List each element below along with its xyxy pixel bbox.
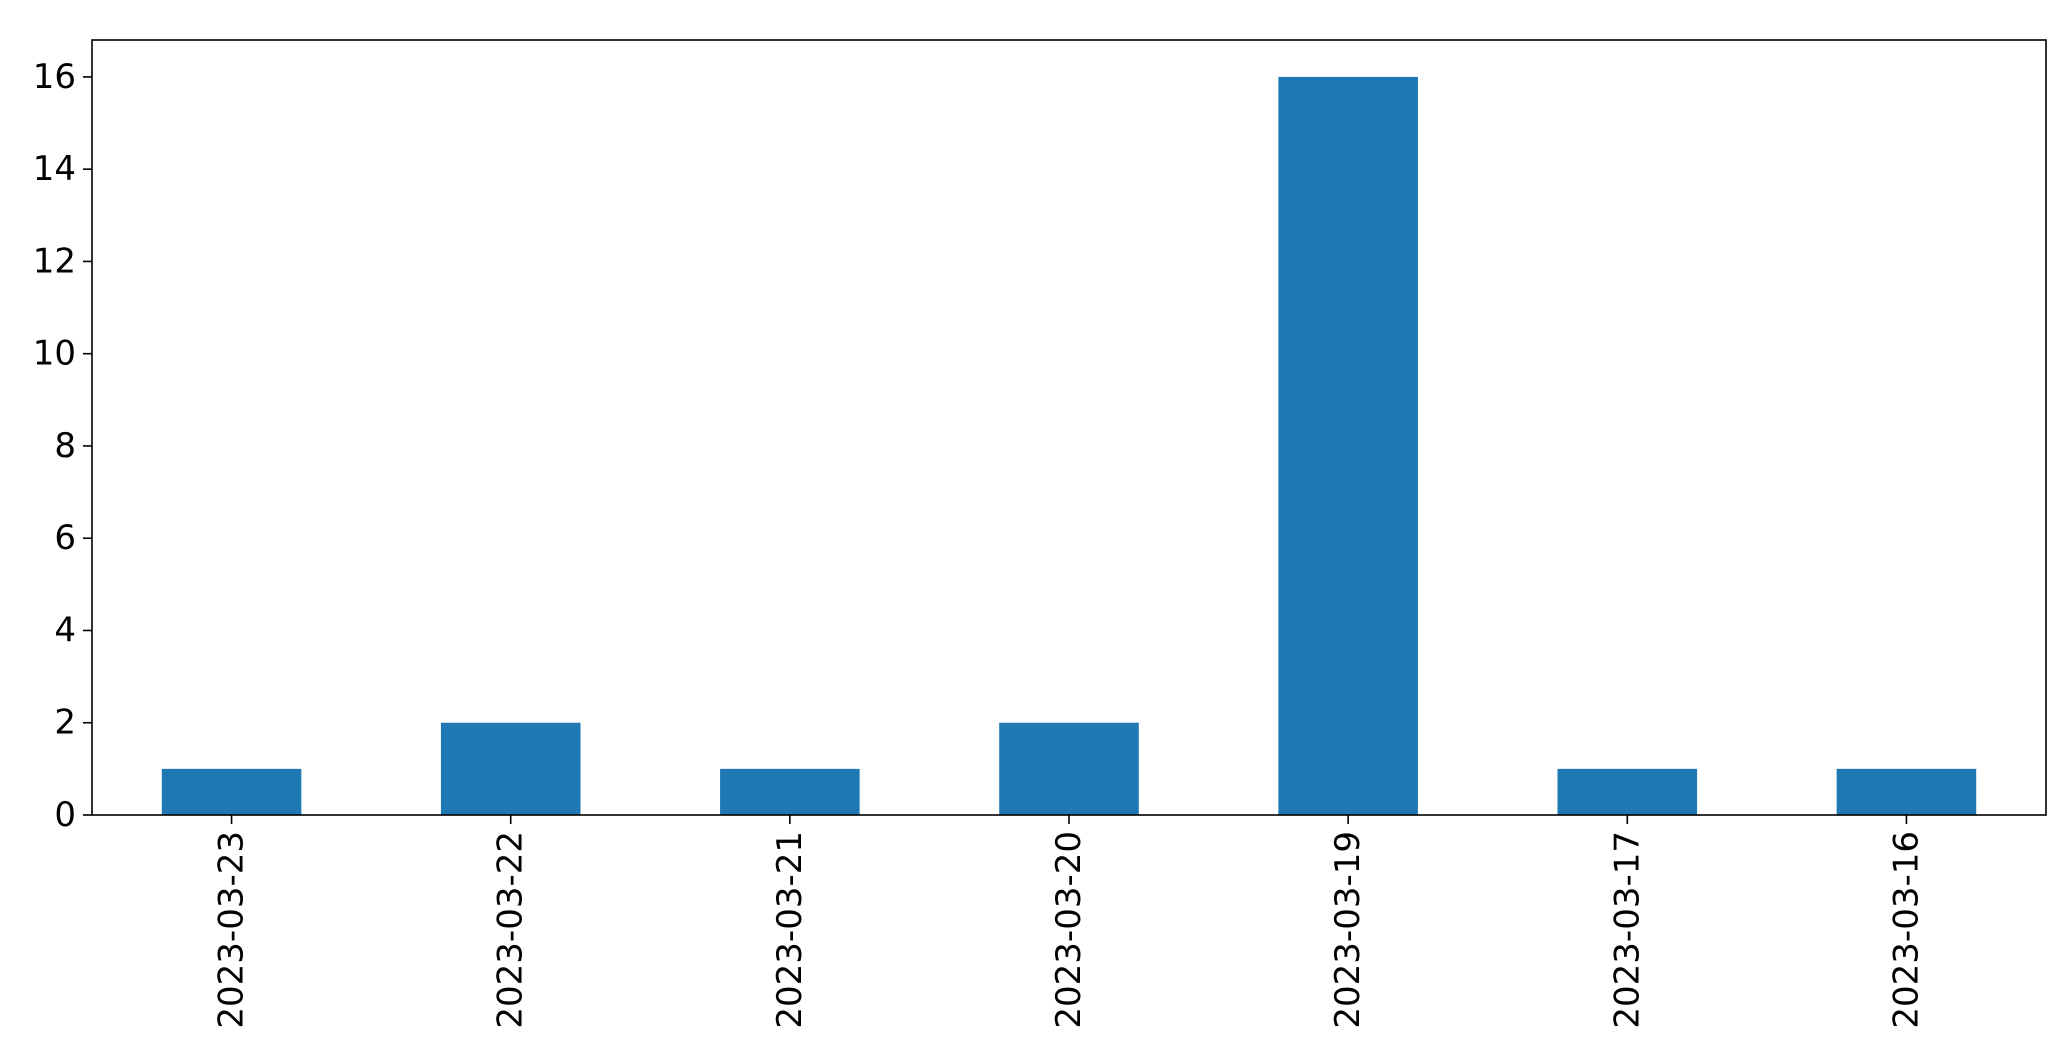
y-tick-label: 6 [54,518,76,558]
bar-2023-03-20 [999,722,1139,815]
x-tick-label: 2023-03-19 [1328,831,1368,1029]
bar-2023-03-19 [1278,76,1418,815]
x-tick-label: 2023-03-22 [491,831,531,1029]
y-tick-label: 14 [33,149,76,189]
bar-2023-03-17 [1557,768,1698,815]
bar-2023-03-21 [720,768,860,815]
y-tick-label: 2 [54,703,76,743]
plot-area [91,39,2047,816]
x-tick-label: 2023-03-20 [1049,831,1089,1029]
x-tick-label: 2023-03-16 [1886,831,1926,1029]
bar-2023-03-16 [1836,768,1977,815]
x-tick-label: 2023-03-23 [212,831,252,1029]
x-tick-label: 2023-03-21 [770,831,810,1029]
y-tick-label: 4 [54,610,76,650]
y-tick-label: 8 [54,426,76,466]
y-tick-label: 0 [54,795,76,835]
x-tick-label: 2023-03-17 [1607,831,1647,1029]
y-tick-label: 16 [33,57,76,97]
bar-2023-03-23 [161,768,302,815]
y-tick-label: 10 [33,334,76,374]
y-tick-label: 12 [33,241,76,281]
bar-2023-03-22 [440,722,581,815]
plot-frame [91,39,2047,816]
y-axis: 0 2 4 6 8 10 12 14 16 [33,57,92,835]
x-axis: 2023-03-23 2023-03-22 2023-03-21 2023-03-20… [212,815,1926,1029]
